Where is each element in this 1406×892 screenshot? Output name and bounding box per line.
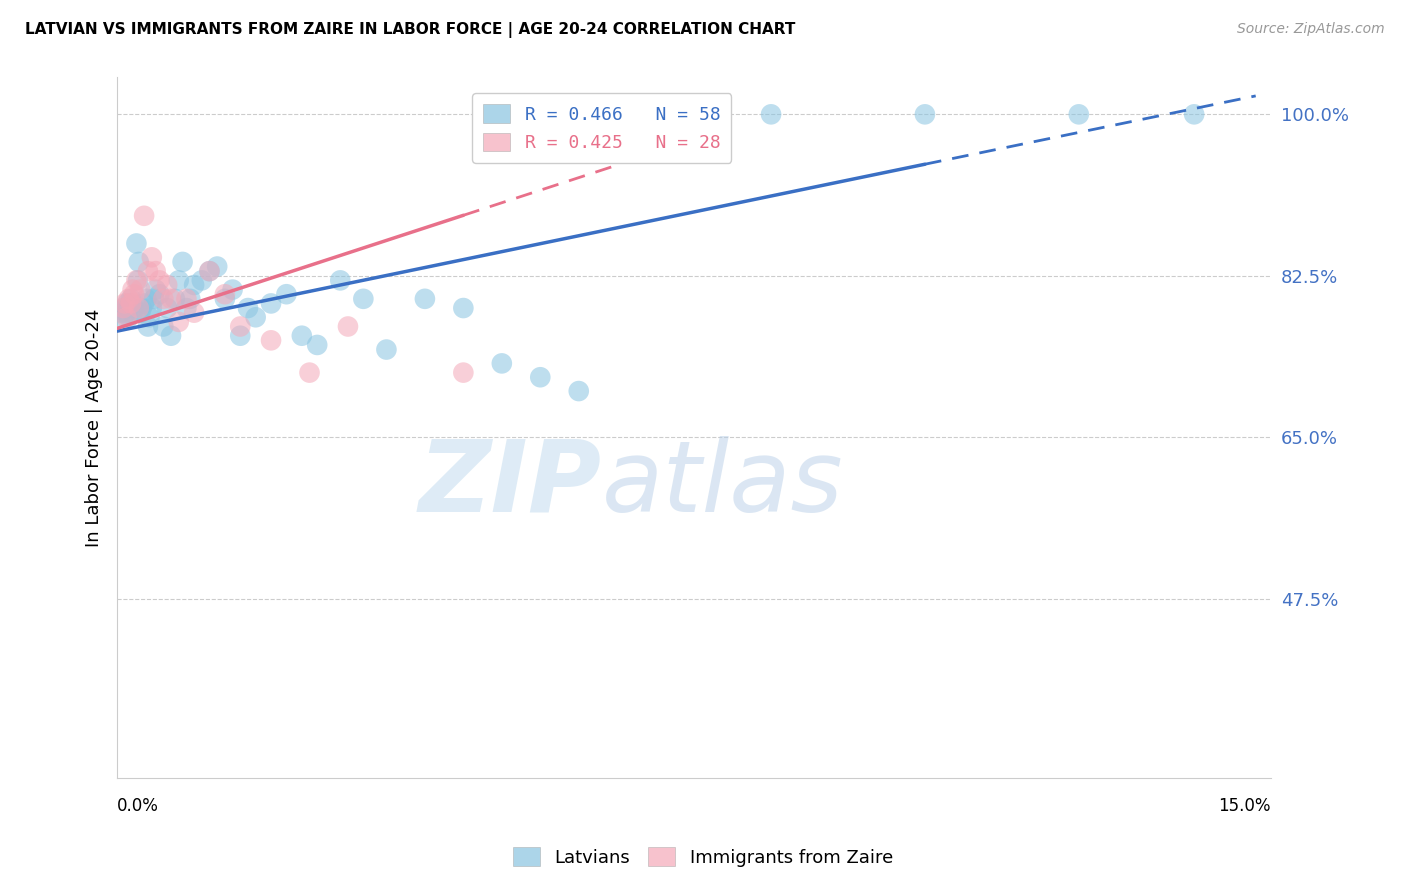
Point [135,292,157,306]
Point [132,209,155,223]
Point [298,366,321,380]
Text: 15.0%: 15.0% [1219,797,1271,815]
Point [198,264,221,278]
Point [229,328,252,343]
Point [131,301,153,315]
Point [214,287,236,301]
Point [145,264,167,278]
Point [291,328,314,343]
Point [1182,107,1205,121]
Point [568,384,591,398]
Point [1067,107,1090,121]
Point [529,370,551,384]
Point [172,255,194,269]
Point [214,292,236,306]
Point [198,264,221,278]
Point [118,292,141,306]
Point [115,310,138,325]
Point [114,296,136,310]
Point [221,283,243,297]
Legend: Latvians, Immigrants from Zaire: Latvians, Immigrants from Zaire [506,840,900,874]
Point [163,292,186,306]
Point [118,310,141,325]
Point [156,301,179,315]
Point [156,277,179,292]
Point [129,306,152,320]
Point [125,236,148,251]
Point [121,283,143,297]
Point [329,273,352,287]
Point [167,273,190,287]
Point [644,107,666,121]
Point [453,366,475,380]
Point [129,283,152,297]
Point [121,306,143,320]
Point [145,283,167,297]
Text: atlas: atlas [602,435,844,533]
Point [491,356,513,370]
Point [307,338,329,352]
Y-axis label: In Labor Force | Age 20-24: In Labor Force | Age 20-24 [86,309,103,547]
Point [245,310,267,325]
Text: LATVIAN VS IMMIGRANTS FROM ZAIRE IN LABOR FORCE | AGE 20-24 CORRELATION CHART: LATVIAN VS IMMIGRANTS FROM ZAIRE IN LABO… [25,22,796,38]
Point [176,292,198,306]
Point [110,306,132,320]
Point [115,296,138,310]
Text: Source: ZipAtlas.com: Source: ZipAtlas.com [1237,22,1385,37]
Text: ZIP: ZIP [419,435,602,533]
Point [120,296,142,310]
Point [128,301,150,315]
Point [136,264,159,278]
Point [136,319,159,334]
Point [167,315,190,329]
Point [152,292,174,306]
Point [115,306,138,320]
Point [453,301,475,315]
Point [276,287,298,301]
Point [122,301,145,315]
Point [413,292,436,306]
Text: 0.0%: 0.0% [117,797,159,815]
Point [148,287,170,301]
Point [260,334,283,348]
Point [236,301,259,315]
Point [176,301,198,315]
Point [122,287,145,301]
Point [229,319,252,334]
Point [127,273,149,287]
Point [138,310,160,325]
Point [114,301,136,315]
Point [112,310,135,325]
Point [120,292,142,306]
Point [152,319,174,334]
Point [260,296,283,310]
Point [191,273,214,287]
Point [118,301,141,315]
Point [128,255,150,269]
Point [112,301,135,315]
Point [143,292,166,306]
Point [375,343,398,357]
Point [183,277,205,292]
Point [141,250,163,264]
Point [141,301,163,315]
Point [179,292,201,306]
Point [120,296,142,310]
Point [132,296,155,310]
Point [914,107,936,121]
Point [336,319,359,334]
Point [160,292,183,306]
Point [759,107,782,121]
Point [183,306,205,320]
Point [205,260,228,274]
Point [352,292,374,306]
Point [148,273,170,287]
Point [125,273,148,287]
Point [160,328,183,343]
Legend: R = 0.466   N = 58, R = 0.425   N = 28: R = 0.466 N = 58, R = 0.425 N = 28 [472,94,731,163]
